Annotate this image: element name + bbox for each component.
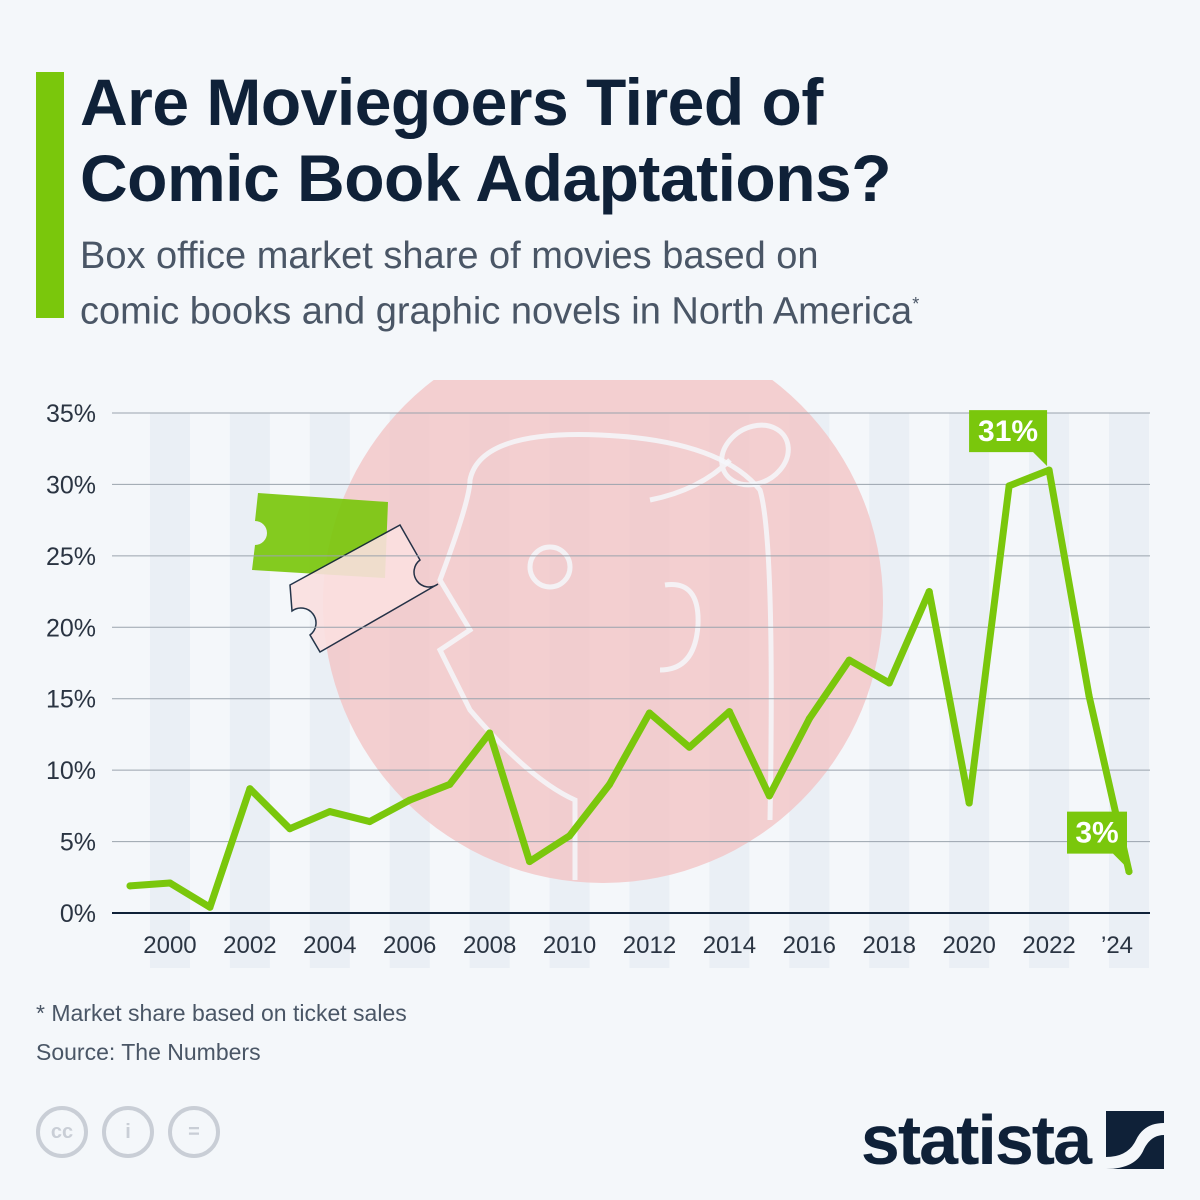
illustration <box>252 380 883 883</box>
x-tick-label: 2020 <box>942 932 995 959</box>
subtitle: Box office market share of movies based … <box>80 232 919 336</box>
x-tick-label: 2006 <box>383 932 436 959</box>
footnote: * Market share based on ticket sales <box>36 1000 407 1026</box>
data-point <box>1085 692 1093 700</box>
x-tick-label: 2012 <box>623 932 676 959</box>
series-line <box>126 466 1133 911</box>
data-point <box>1045 466 1053 474</box>
year-band <box>149 413 190 968</box>
x-tick-label: 2002 <box>223 932 276 959</box>
data-point <box>286 825 294 833</box>
annotation-label: 3% <box>1075 817 1118 850</box>
x-axis: 2000 2002 2004 2006 2008 2010 2012 2014 2016 2018… <box>143 932 1133 959</box>
x-tick-label: 2008 <box>463 932 516 959</box>
ear-icon <box>659 582 701 673</box>
brand-name: statista <box>860 1101 1092 1179</box>
data-point <box>845 656 853 664</box>
data-point <box>606 780 614 788</box>
data-point <box>725 708 733 716</box>
title-line-1: Are Moviegoers Tired of <box>80 65 823 139</box>
license-icons: cc i = <box>36 1106 220 1158</box>
data-point <box>805 715 813 723</box>
statista-logo[interactable]: statista <box>861 1100 1164 1180</box>
data-point <box>1125 868 1133 876</box>
x-tick-label: 2004 <box>303 932 356 959</box>
data-point <box>685 743 693 751</box>
year-band <box>1029 413 1070 968</box>
annotation-callout <box>969 410 1048 467</box>
x-tick-label: 2014 <box>703 932 756 959</box>
data-point <box>366 818 374 826</box>
data-points <box>126 466 1133 911</box>
y-tick-label: 0% <box>60 900 96 928</box>
x-tick-label: 2016 <box>783 932 836 959</box>
data-point <box>446 780 454 788</box>
attribution-icon[interactable]: i <box>102 1106 154 1158</box>
accent-bar <box>36 72 64 318</box>
data-point <box>965 799 973 807</box>
data-point <box>526 858 534 866</box>
data-point <box>246 785 254 793</box>
x-tick-label: ’24 <box>1101 932 1133 959</box>
y-tick-label: 30% <box>46 471 96 499</box>
annotation-label: 31% <box>978 415 1038 448</box>
title-line-2: Comic Book Adaptations? <box>80 141 892 215</box>
data-point <box>206 903 214 911</box>
y-axis: 0% 5% 10% 15% 20% 25% 30% 35% <box>46 400 96 928</box>
year-band <box>869 413 910 968</box>
eye-icon <box>527 544 573 590</box>
y-tick-label: 5% <box>60 829 96 857</box>
x-tick-label: 2000 <box>143 932 196 959</box>
x-tick-label: 2022 <box>1022 932 1075 959</box>
line-chart: 0%5%10%15%20%25%30%35% 2000 2002 2004 2006 2… <box>46 380 1150 968</box>
no-derivatives-icon[interactable]: = <box>168 1106 220 1158</box>
y-tick-label: 20% <box>46 614 96 642</box>
page-title: Are Moviegoers Tired of Comic Book Adapta… <box>80 64 892 216</box>
y-tick-label: 35% <box>46 400 96 428</box>
annotations: 31% 3% <box>969 410 1127 868</box>
plunger-icon <box>649 422 791 503</box>
data-point <box>166 879 174 887</box>
ticket-icon <box>252 493 439 654</box>
statista-logo-icon <box>1106 1111 1164 1169</box>
data-point <box>126 882 134 890</box>
subtitle-line-2: comic books and graphic novels in North … <box>80 290 913 333</box>
data-point <box>885 679 893 687</box>
footnote-mark: * <box>912 294 920 314</box>
cc-icon[interactable]: cc <box>36 1106 88 1158</box>
subtitle-line-1: Box office market share of movies based … <box>80 235 819 277</box>
data-point <box>326 808 334 816</box>
face-outline-icon <box>436 432 774 880</box>
data-point <box>406 796 414 804</box>
y-tick-label: 25% <box>46 543 96 571</box>
data-point <box>486 729 494 737</box>
data-point <box>765 792 773 800</box>
x-tick-label: 2010 <box>543 932 596 959</box>
data-point <box>1005 482 1013 490</box>
annotation-callout <box>1067 811 1127 868</box>
data-point <box>645 709 653 717</box>
year-band <box>1109 413 1149 968</box>
y-tick-label: 10% <box>46 757 96 785</box>
y-tick-label: 15% <box>46 686 96 714</box>
data-point <box>566 832 574 840</box>
data-point <box>925 588 933 596</box>
source: Source: The Numbers <box>36 1039 261 1065</box>
x-tick-label: 2018 <box>863 932 916 959</box>
